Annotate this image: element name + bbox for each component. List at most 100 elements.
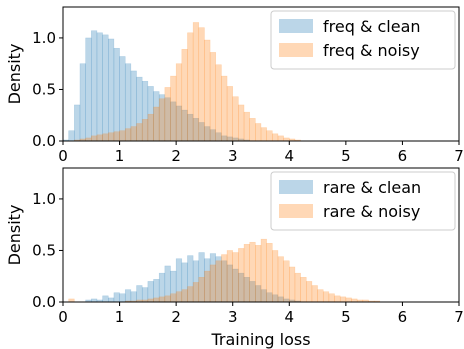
x-axis-label: Training loss [210,330,310,349]
histogram-bar [266,242,273,303]
x-tick-label: 3 [228,147,238,165]
histogram-bar [158,296,166,303]
histogram-bar [204,39,211,142]
histogram-bar [328,293,335,303]
legend-box [270,10,456,70]
x-tick-label: 7 [454,147,464,165]
histogram-bar [91,135,98,142]
legend: freq & clean freq & noisy [270,10,456,70]
legend-swatch [279,204,313,218]
histogram-bar [249,241,256,303]
histogram-bar [181,49,188,142]
x-tick-label: 2 [171,308,181,326]
x-tick-label: 0 [58,308,68,326]
histogram-bar [255,245,262,303]
legend-label: freq & clean [323,17,421,36]
histogram-bar [113,47,120,142]
series-1 [85,252,301,303]
histogram-bar [226,86,233,142]
histogram-bar [158,98,166,142]
histogram-bar [277,256,284,303]
axes-frame [62,167,460,303]
histogram-bar [215,64,222,142]
x-tick-label: 6 [398,147,408,165]
histogram-bar [272,250,279,303]
y-tick-label: 1.0 [32,29,56,47]
histogram-bar [243,111,250,142]
x-tick-label: 1 [115,147,125,165]
histogram-bar [294,272,301,303]
histogram-bar [119,130,126,142]
histogram-bar [204,270,211,303]
histogram-bar [232,96,239,142]
y-tick-label: 0.0 [32,132,56,150]
histogram-bar [272,133,279,142]
histogram-bar [306,281,313,303]
axes-frame [62,6,460,142]
histogram-bar [260,127,267,142]
x-tick-label: 0 [58,147,68,165]
y-tick-label: 1.0 [32,190,56,208]
y-axis-label: Density [5,44,24,105]
legend-swatch [279,43,313,57]
histogram-bar [215,260,222,303]
histogram-bar [334,295,341,303]
histogram-bar [136,123,143,142]
histogram-bar [119,293,126,303]
legend-label: freq & noisy [323,41,420,60]
histogram-bar [232,252,239,303]
histogram-bar [192,22,200,142]
histogram-bar [170,293,177,303]
histogram-bar [209,264,216,303]
x-tick-label: 1 [115,308,125,326]
histogram-bar [96,32,103,142]
histogram-bar [102,133,109,142]
chart-panel-bottom: 0 1 2 3 4 5 6 7 0.0 0.5 1.0 Density Training loss rar… [5,167,464,349]
histogram-bar [130,291,137,303]
histogram-bar [249,118,256,142]
y-axis-label: Density [5,205,24,266]
histogram-bar [108,38,115,142]
histogram-bar [221,75,228,142]
histogram-bar [289,266,296,303]
histogram-bar [108,297,115,303]
legend-swatch [279,19,313,33]
histogram-bar [124,128,132,142]
histogram-bar [91,30,98,142]
histogram-bar [153,106,160,142]
histogram-bar [124,289,132,303]
x-tick-label: 4 [285,308,295,326]
histogram-bar [85,37,92,142]
histogram-bar [300,277,307,303]
legend-box [270,171,456,231]
legend: rare & clean rare & noisy [270,171,456,231]
histogram-bar [181,289,188,303]
histogram-bar [136,285,143,303]
histogram-bar [260,238,267,303]
histogram-bar [238,248,245,303]
histogram-bar [317,289,324,303]
histogram-bar [175,291,183,303]
histogram-bar [283,260,290,303]
histogram-bar [119,56,126,142]
y-tick-label: 0.5 [32,80,56,98]
histogram-bar [266,130,273,142]
histogram-bar [102,295,109,303]
histogram-bar [243,244,250,303]
histogram-bar [238,104,245,142]
histogram-bar [164,295,171,303]
series-1 [62,30,250,142]
histogram-bar [147,113,154,142]
histogram-bar [311,285,318,303]
histogram-bar [221,254,228,303]
histogram-bar [113,131,120,142]
x-tick-label: 7 [454,308,464,326]
histogram-bar [322,291,330,303]
histogram-bar [79,63,86,142]
histogram-bar [164,87,171,142]
legend-swatch [279,180,313,194]
histogram-bar [102,34,109,142]
histogram-bar [187,286,194,303]
x-tick-label: 6 [398,308,408,326]
